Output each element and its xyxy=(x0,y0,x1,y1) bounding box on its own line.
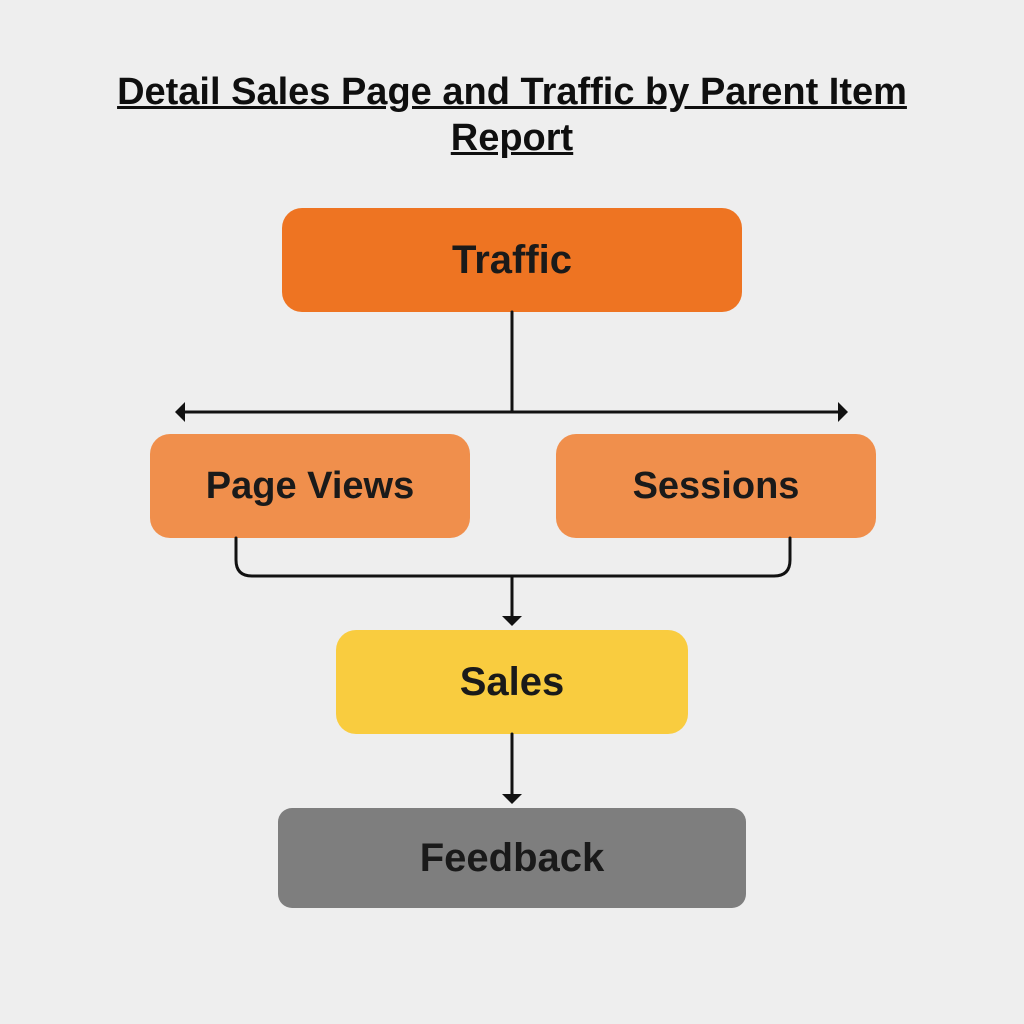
node-sessions-label: Sessions xyxy=(633,465,800,508)
node-sales-label: Sales xyxy=(460,660,565,705)
node-sessions: Sessions xyxy=(556,434,876,538)
node-page-views-label: Page Views xyxy=(206,465,414,508)
node-traffic-label: Traffic xyxy=(452,238,572,283)
node-page-views: Page Views xyxy=(150,434,470,538)
node-traffic: Traffic xyxy=(282,208,742,312)
page-title: Detail Sales Page and Traffic by Parent … xyxy=(62,70,962,161)
node-feedback: Feedback xyxy=(278,808,746,908)
node-feedback-label: Feedback xyxy=(420,836,605,881)
node-sales: Sales xyxy=(336,630,688,734)
